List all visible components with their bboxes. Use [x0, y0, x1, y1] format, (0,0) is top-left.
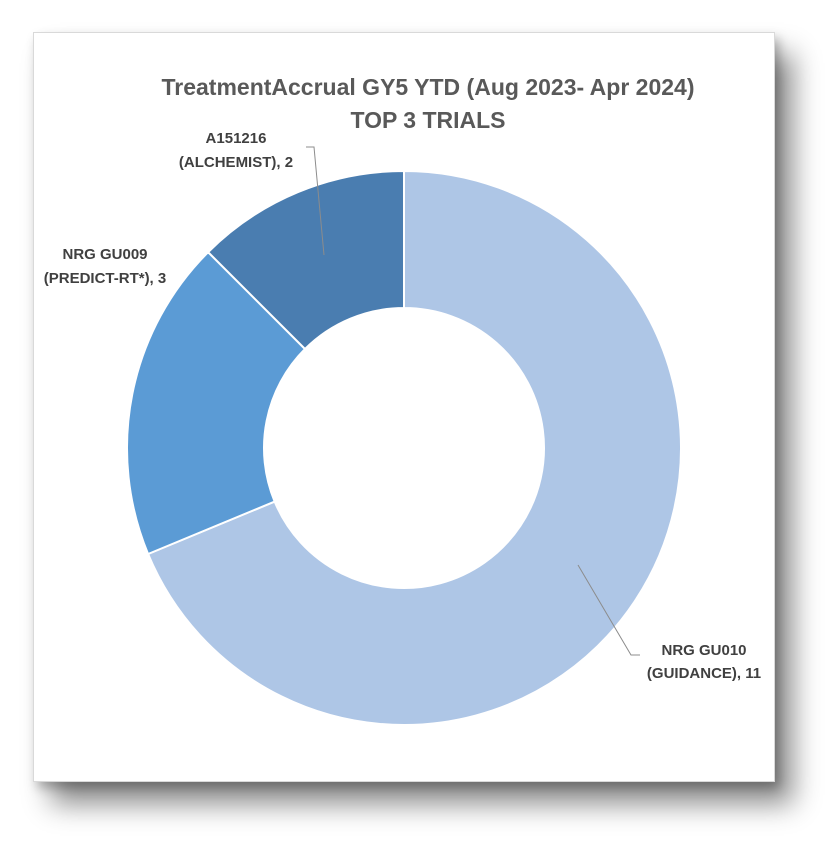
data-label-slice-2-value: (ALCHEMIST), 2 [179, 154, 293, 171]
data-label-slice-1-name: NRG GU009 [62, 246, 147, 263]
donut-slices [125, 169, 682, 726]
chart-title: TreatmentAccrual GY5 YTD (Aug 2023- Apr … [161, 74, 694, 100]
donut-slice-1 [125, 250, 307, 556]
data-label-slice-0-value: (GUIDANCE), 11 [647, 665, 761, 682]
leader-line-slice-2 [306, 146, 325, 256]
data-label-slice-0-name: NRG GU010 [661, 642, 746, 659]
leader-line-slice-0 [577, 564, 640, 656]
data-label-slice-1-value: (PREDICT-RT*), 3 [44, 270, 167, 287]
donut-slice-0 [146, 169, 682, 726]
data-label-slice-2-name: A151216 [206, 130, 267, 147]
chart-subtitle: TOP 3 TRIALS [350, 107, 505, 133]
donut-slice-2 [206, 169, 405, 351]
